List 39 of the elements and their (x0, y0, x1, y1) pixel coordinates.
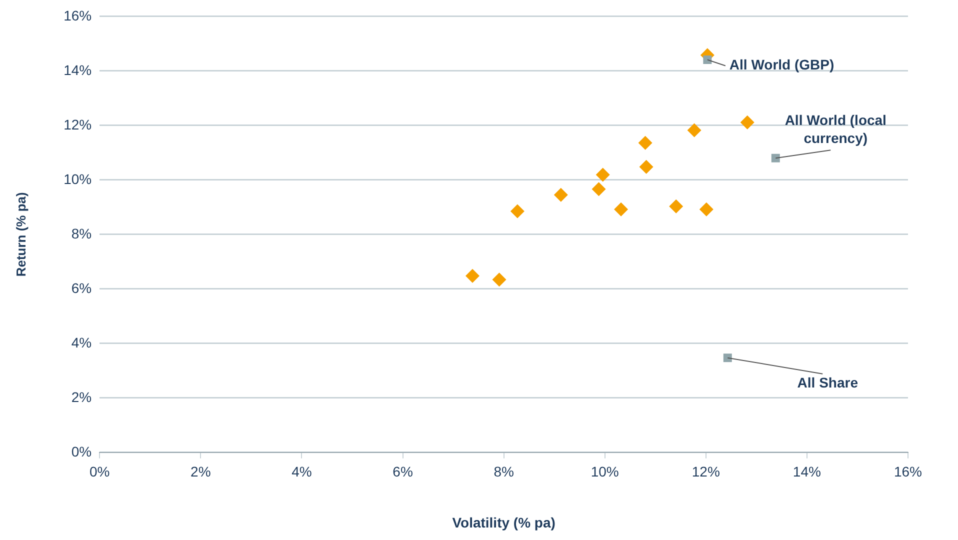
x-tick-label: 12% (692, 464, 720, 480)
point (740, 115, 754, 130)
y-tick-label: 8% (71, 225, 92, 242)
x-tick-label: 16% (894, 464, 922, 480)
point (554, 188, 568, 202)
y-tick-label: 6% (71, 280, 92, 296)
point (492, 272, 506, 287)
x-axis-title: Volatility (% pa) (452, 514, 556, 530)
point (596, 168, 610, 182)
y-tick-label: 4% (71, 334, 92, 350)
point (771, 154, 780, 162)
point (703, 55, 712, 64)
x-tick-label: 8% (494, 464, 514, 480)
y-tick-label: 12% (64, 116, 92, 132)
point (669, 199, 684, 214)
point (723, 354, 732, 362)
x-tick-label: 6% (392, 464, 413, 480)
point (465, 268, 480, 283)
point (510, 204, 524, 218)
y-tick-label: 0% (71, 443, 92, 460)
x-tick-label: 14% (792, 464, 821, 480)
x-tick-label: 2% (190, 464, 211, 480)
annotation: All Share (797, 374, 858, 391)
y-tick-label: 16% (64, 7, 92, 24)
x-tick-label: 0% (90, 464, 110, 480)
point (638, 136, 652, 150)
point (592, 182, 606, 196)
x-tick-label: 10% (590, 464, 619, 480)
y-tick-label: 14% (64, 62, 92, 78)
y-tick-label: 10% (64, 170, 92, 187)
x-tick-label: 4% (292, 464, 312, 480)
y-tick-label: 2% (71, 388, 92, 405)
y-axis-title: Return (% pa) (13, 192, 28, 277)
point (614, 202, 628, 216)
point (687, 123, 702, 138)
annotation: All World (local currency) (784, 112, 886, 146)
annotation: All World (GBP) (729, 56, 834, 73)
point (699, 202, 714, 216)
point (639, 160, 654, 174)
